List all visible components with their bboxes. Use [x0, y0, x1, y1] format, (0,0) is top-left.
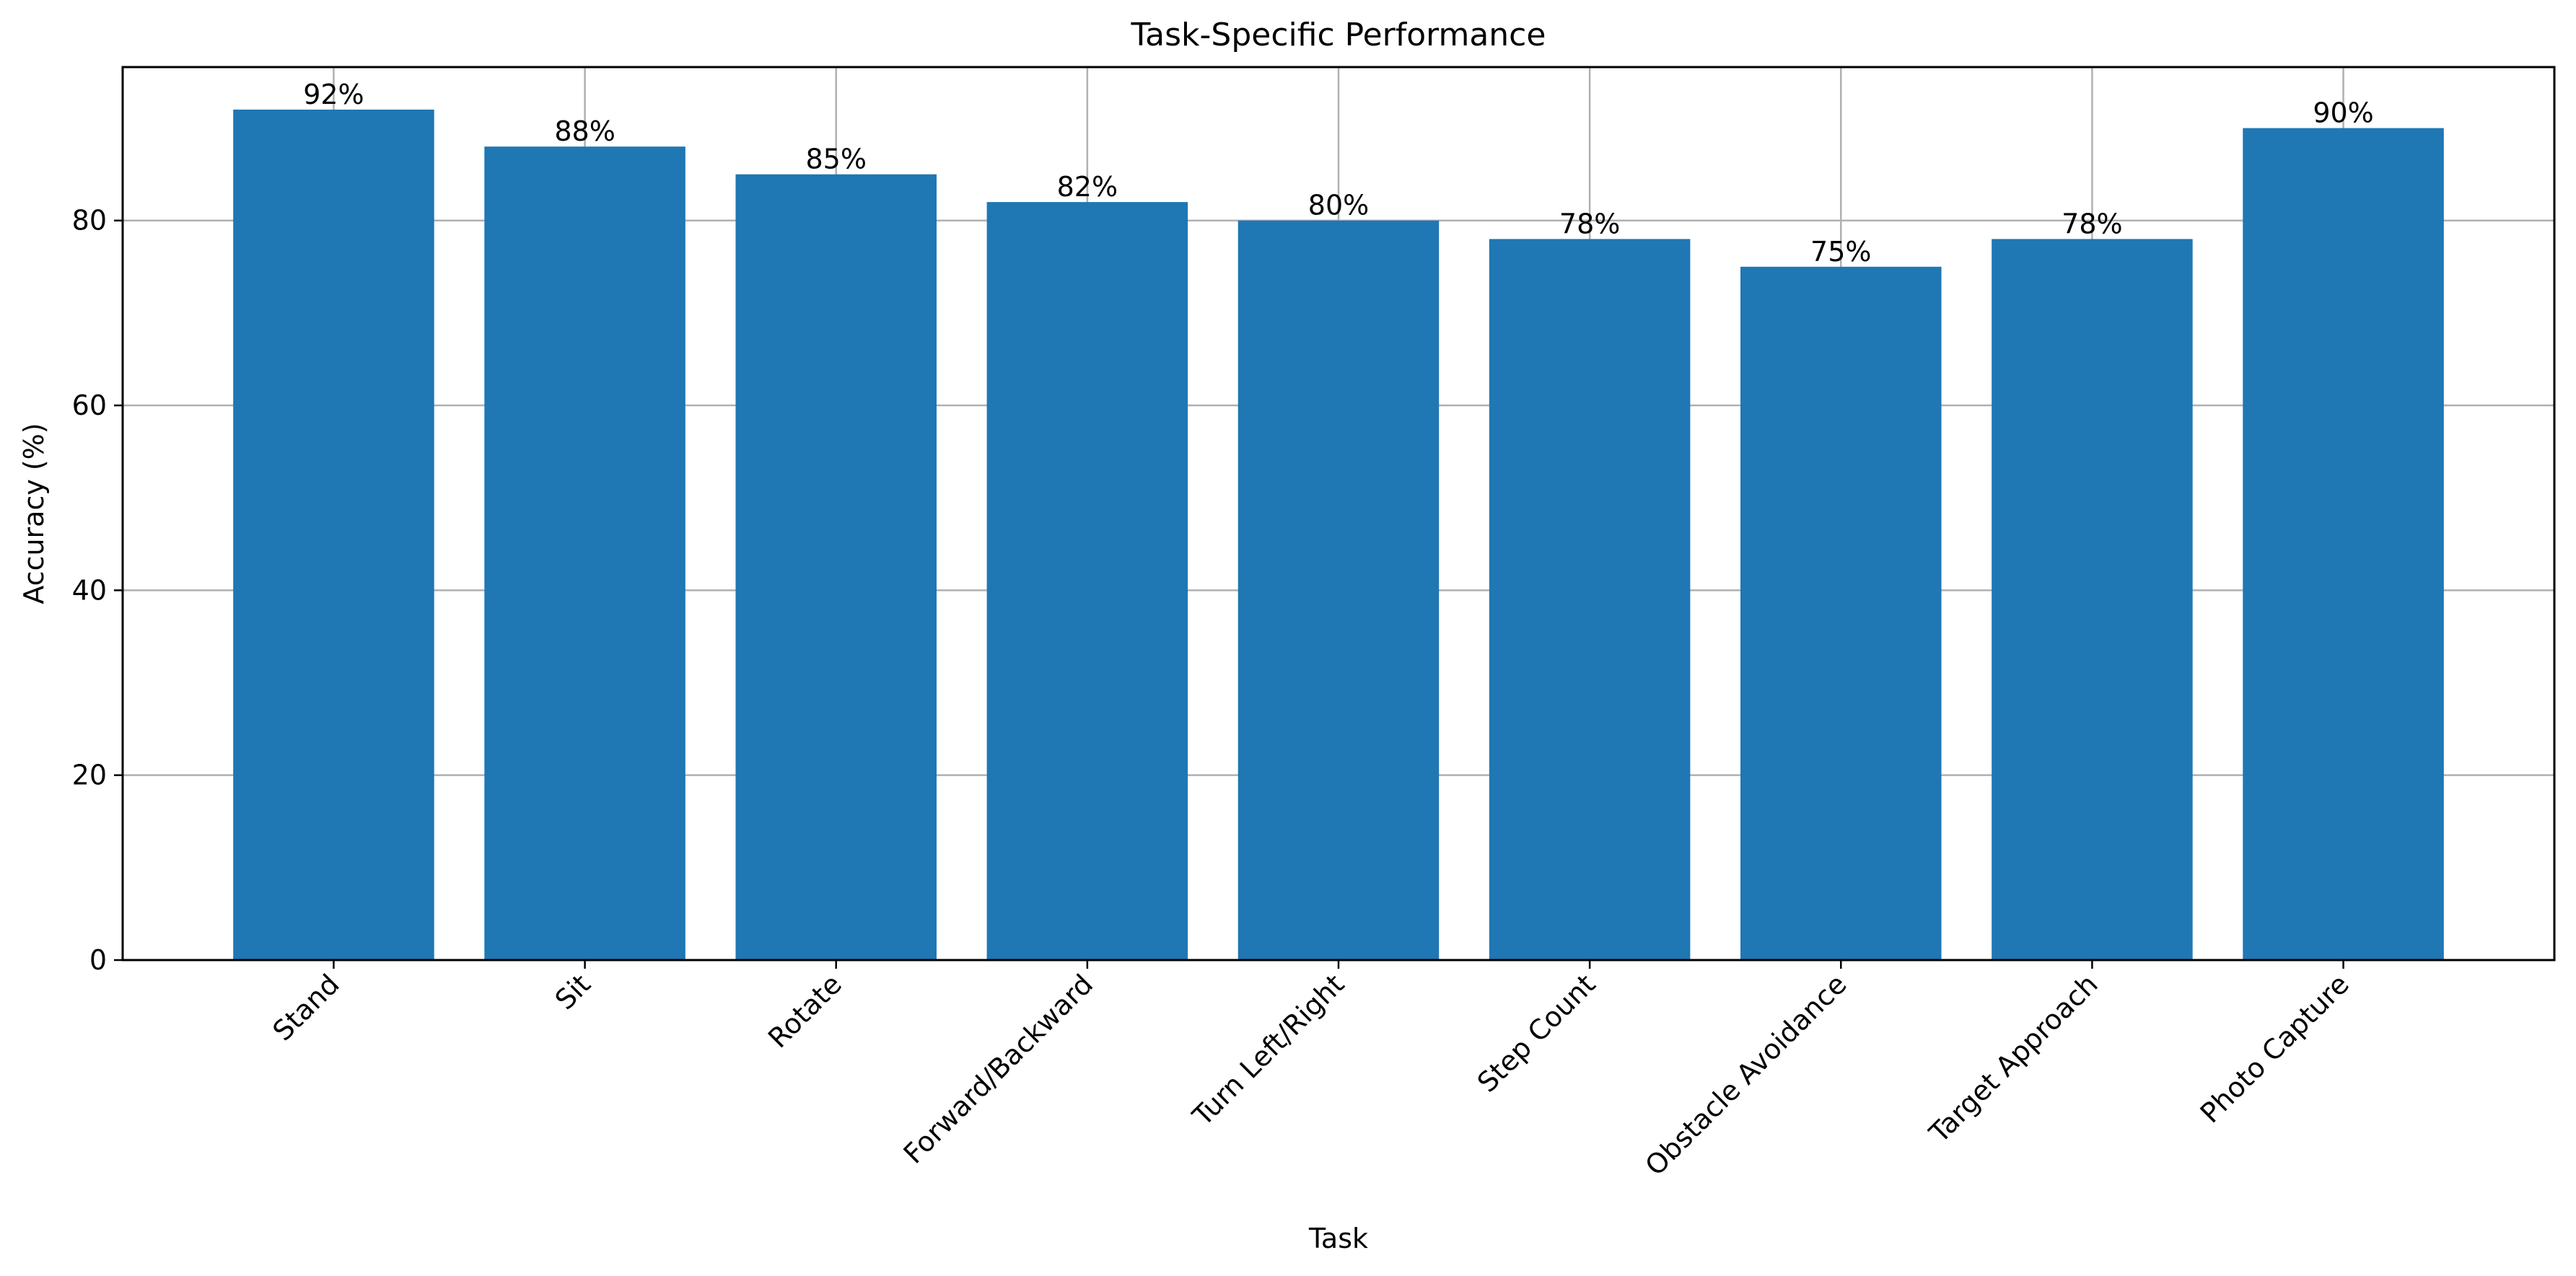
x-tick-label: Turn Left/Right: [1186, 968, 1351, 1132]
y-tick-label: 80: [72, 205, 107, 237]
bar-value-label: 75%: [1810, 236, 1871, 268]
bar-value-label: 80%: [1308, 190, 1369, 221]
x-tick-label: Target Approach: [1923, 968, 2104, 1149]
data-labels: 92% 88% 85% 82% 80% 78% 75% 78% 90%: [303, 79, 2374, 268]
bar-value-label: 88%: [554, 115, 615, 147]
bar: [735, 174, 937, 961]
x-axis-ticks: Stand Sit Rotate Forward/Backward Turn Left/…: [267, 960, 2355, 1182]
chart-title: Task-Specific Performance: [1131, 17, 1546, 53]
bar: [484, 146, 685, 960]
x-tick-label: Sit: [549, 968, 597, 1016]
x-tick-label: Obstacle Avoidance: [1639, 968, 1853, 1182]
y-tick-label: 0: [89, 944, 107, 976]
bar: [1740, 266, 1942, 960]
x-tick-label: Stand: [267, 968, 346, 1047]
x-tick-label: Forward/Backward: [898, 968, 1100, 1170]
bar: [2243, 128, 2444, 960]
y-tick-label: 60: [72, 390, 107, 421]
bar: [1489, 239, 1691, 960]
y-axis-label: Accuracy (%): [18, 423, 50, 604]
bar: [986, 202, 1188, 960]
x-tick-label: Step Count: [1471, 968, 1602, 1099]
y-tick-label: 20: [72, 760, 107, 791]
bar-value-label: 92%: [303, 79, 364, 110]
x-axis-label: Task: [1308, 1223, 1368, 1254]
bar: [233, 109, 434, 960]
x-tick-label: Photo Capture: [2194, 968, 2355, 1129]
bar: [1237, 220, 1440, 960]
bar-value-label: 78%: [1559, 208, 1620, 239]
bar-value-label: 85%: [805, 144, 866, 175]
x-tick-label: Rotate: [762, 968, 848, 1054]
y-tick-label: 40: [72, 574, 107, 606]
bars: [233, 109, 2444, 961]
bar-value-label: 78%: [2062, 208, 2122, 239]
bar-value-label: 82%: [1057, 171, 1118, 203]
bar: [1992, 239, 2193, 960]
y-axis-ticks: 0 20 40 60 80: [72, 205, 123, 976]
bar-value-label: 90%: [2313, 97, 2373, 129]
